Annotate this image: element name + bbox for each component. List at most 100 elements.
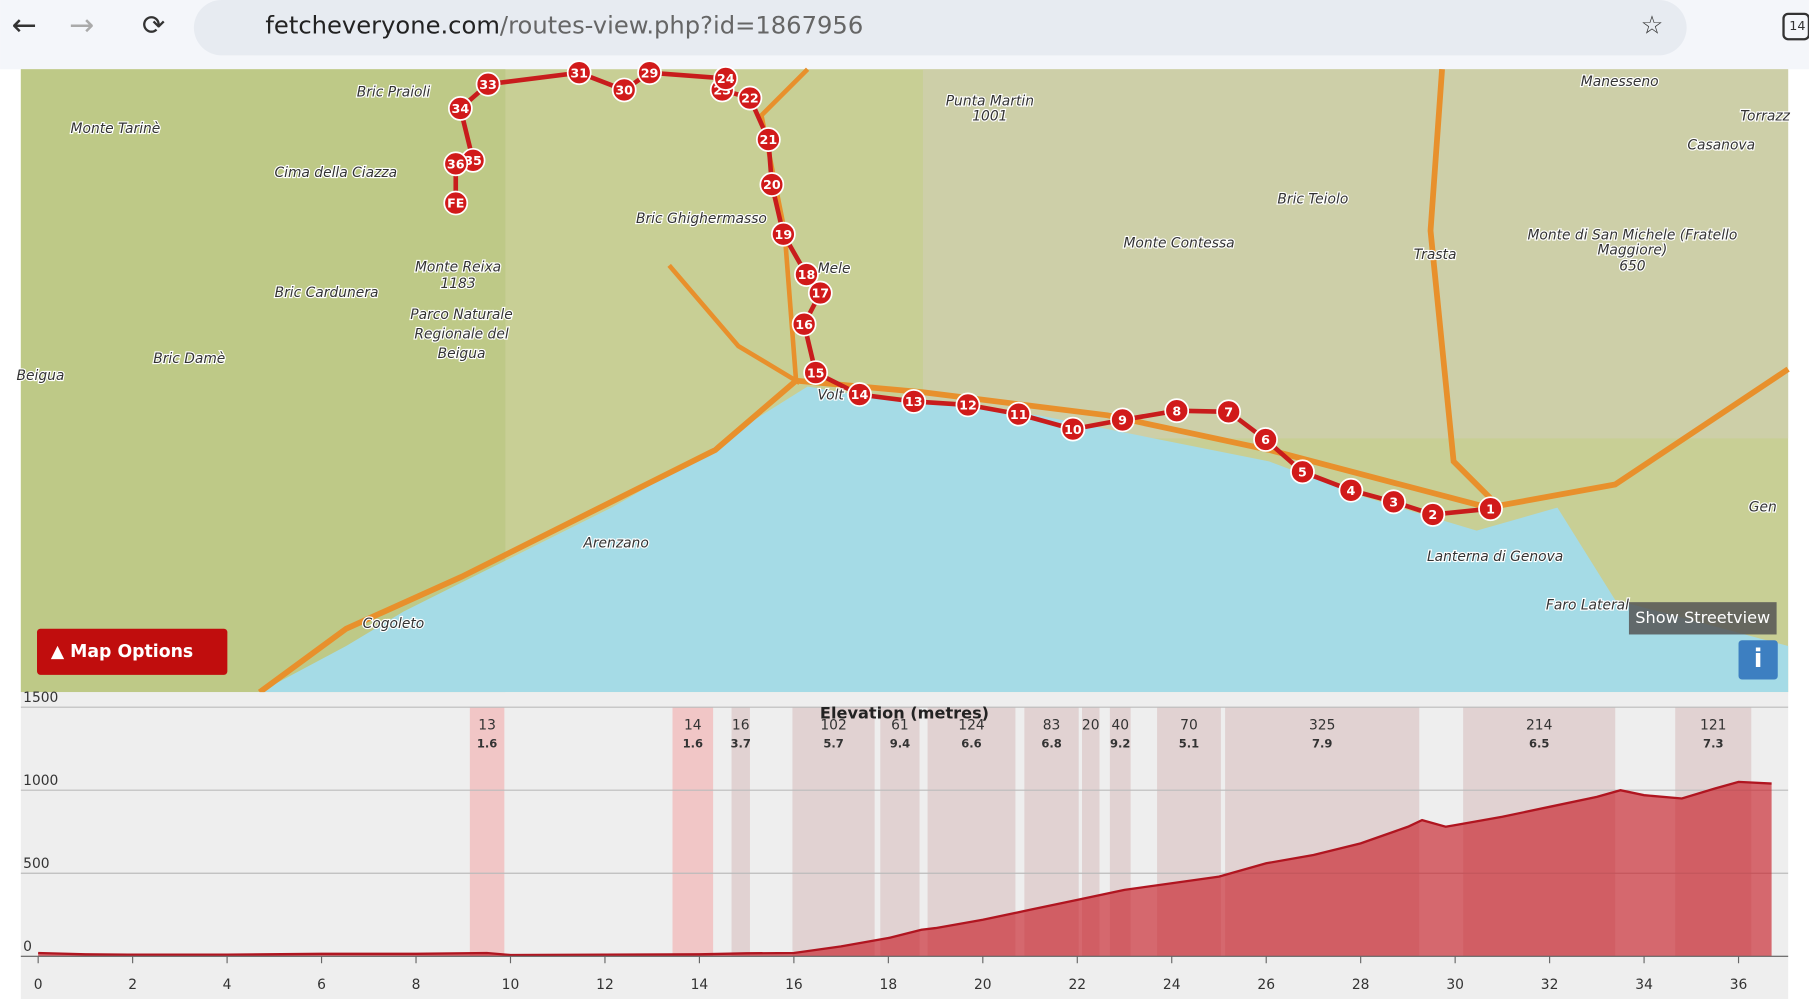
climb-gradient: 9.2 <box>1110 737 1130 751</box>
reload-button[interactable]: ⟳ <box>142 9 165 42</box>
climb-band <box>731 707 750 957</box>
place-label: Volt <box>817 388 844 404</box>
route-marker-label: 24 <box>717 71 735 86</box>
y-tick-label: 0 <box>23 939 32 955</box>
streetview-button[interactable] <box>1628 602 1777 635</box>
climb-gain: 13 <box>478 718 496 734</box>
route-marker-label: 5 <box>1298 464 1307 479</box>
route-marker <box>901 389 927 414</box>
place-label: Cogoleto <box>363 616 425 632</box>
streetview-label: Show Streetview <box>1635 608 1770 627</box>
x-tick-label: 4 <box>223 977 232 993</box>
climb-band <box>672 707 714 957</box>
x-tick-label: 18 <box>880 977 898 993</box>
route-marker-label: FE <box>447 196 464 211</box>
climb-gain: 40 <box>1111 718 1129 734</box>
route-marker-label: 33 <box>479 77 497 92</box>
tab-count: 14 <box>1789 18 1805 33</box>
route-marker-label: 1 <box>1486 501 1495 516</box>
map[interactable]: Monte Tarinè Bric Praioli Cima della Ciazz… <box>15 60 1792 695</box>
route-marker <box>1381 489 1407 515</box>
climb-gradient: 7.9 <box>1312 737 1332 751</box>
x-tick-label: 36 <box>1730 977 1748 993</box>
road <box>667 67 810 385</box>
climb-band <box>469 707 505 957</box>
route-marker <box>475 71 501 97</box>
place-label: Punta Martin <box>946 94 1034 110</box>
route-marker <box>737 85 763 111</box>
place-label: Trasta <box>1414 247 1457 263</box>
climb-gradient: 5.7 <box>823 737 843 751</box>
place-label: Casanova <box>1687 137 1755 153</box>
climb-band <box>792 707 875 957</box>
place-label: Regionale del <box>414 327 508 343</box>
route-marker <box>1478 496 1503 522</box>
x-tick-label: 26 <box>1257 977 1275 993</box>
back-button[interactable]: ← <box>12 8 37 43</box>
y-tick-label: 1000 <box>23 773 58 789</box>
place-label: Bric Teiolo <box>1277 192 1348 208</box>
route-marker-label: 31 <box>570 65 588 80</box>
route-marker-label: 11 <box>1010 407 1028 422</box>
route-marker <box>1110 407 1135 433</box>
climb-gain: 20 <box>1082 718 1100 734</box>
route-marker-label: 2 <box>1428 507 1437 522</box>
map-options-button[interactable] <box>37 628 228 675</box>
route-marker-label: 6 <box>1261 432 1270 447</box>
route-marker <box>637 60 662 86</box>
climb-gradient: 1.6 <box>683 737 703 751</box>
place-label: Beigua <box>17 368 65 384</box>
place-label: Manesseno <box>1581 74 1659 90</box>
route-marker <box>955 392 981 418</box>
place-label: Bric Ghighermasso <box>636 211 767 227</box>
route-marker <box>759 172 785 197</box>
route-marker-label: 29 <box>641 65 659 80</box>
map-options-label: ▲ Map Options <box>51 642 193 662</box>
url-path: /routes-view.php?id=1867956 <box>500 12 863 40</box>
route-marker-label: 16 <box>795 317 813 332</box>
route-marker-label: 30 <box>615 83 633 98</box>
x-tick-label: 8 <box>412 977 421 993</box>
x-tick-label: 2 <box>128 977 137 993</box>
info-button[interactable] <box>1738 640 1778 680</box>
route-marker <box>1006 401 1032 427</box>
elevation-line <box>38 780 1772 957</box>
route-marker <box>1290 459 1315 485</box>
forward-button[interactable]: → <box>69 8 94 43</box>
route-marker-label: 3 <box>1389 494 1398 509</box>
x-tick-label: 30 <box>1446 977 1464 993</box>
place-label: Faro Lateral <box>1546 598 1629 614</box>
sea <box>259 386 1789 693</box>
route-marker-label: 34 <box>452 101 470 116</box>
place-label: Monte Tarinè <box>71 121 161 137</box>
route-marker-label: 13 <box>905 394 923 409</box>
address-bar[interactable] <box>193 0 1687 56</box>
route-marker <box>447 96 473 121</box>
climb-gradient: 6.8 <box>1041 737 1061 751</box>
route-marker <box>1420 502 1446 527</box>
route-marker <box>847 382 872 407</box>
url: fetcheveryone.com/routes-view.php?id=186… <box>265 12 863 40</box>
place-label: Monte Contessa <box>1123 235 1234 251</box>
route-marker <box>1060 416 1086 442</box>
route-marker-label: 19 <box>775 227 793 242</box>
place-label: Lanterna di Genova <box>1427 549 1563 565</box>
bookmark-star[interactable]: ☆ <box>1641 10 1664 40</box>
route-marker-label: 22 <box>741 91 759 106</box>
y-tick-label: 500 <box>23 856 49 872</box>
climb-gradient: 5.1 <box>1179 737 1199 751</box>
climb-gain: 61 <box>891 718 909 734</box>
climb-band <box>927 707 1016 957</box>
place-label: Torrazz <box>1740 109 1790 125</box>
place-label: Bric Praioli <box>357 84 431 100</box>
x-tick-label: 20 <box>974 977 992 993</box>
place-label: 1183 <box>440 276 475 292</box>
climb-gain: 16 <box>732 718 750 734</box>
x-tick-label: 16 <box>785 977 803 993</box>
climb-gain: 121 <box>1700 718 1726 734</box>
route-marker-label: 35 <box>464 153 482 168</box>
x-tick-label: 10 <box>502 977 520 993</box>
route-marker <box>770 221 796 247</box>
route-marker-label: 8 <box>1172 403 1181 418</box>
